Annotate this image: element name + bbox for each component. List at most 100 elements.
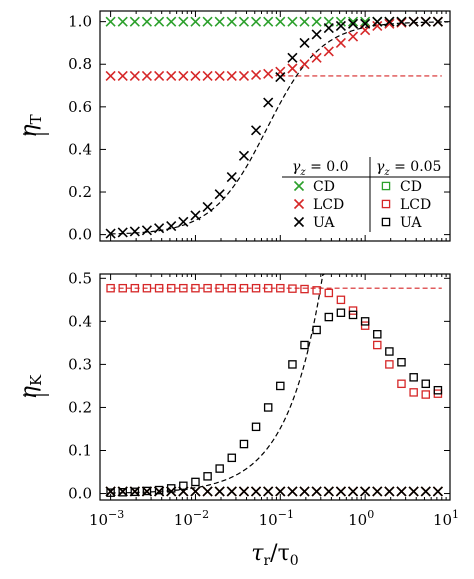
point-ua-g0 (287, 486, 298, 497)
point-ua-g0 (214, 486, 225, 497)
bottom-y-tick-label: 0.3 (68, 355, 92, 373)
point-ua-g0 (129, 226, 140, 237)
point-lcd-g005 (227, 283, 237, 293)
point-cd-g0 (166, 16, 177, 27)
point-cd-g0 (214, 16, 225, 27)
legend-marker-sq-cd (381, 181, 391, 191)
point-ua-g0 (299, 486, 310, 497)
point-ua-g0 (250, 125, 262, 136)
legend-label-cd-g005: CD (400, 179, 422, 195)
point-ua-g005 (409, 373, 418, 382)
point-ua-g005 (263, 403, 273, 412)
point-ua-g0 (311, 29, 322, 40)
point-lcd-g0 (154, 70, 165, 82)
point-ua-g0 (372, 16, 383, 27)
point-lcd-g005 (409, 388, 418, 397)
point-ua-g005 (433, 385, 443, 395)
point-lcd-g005 (348, 306, 358, 315)
point-cd-g0 (190, 16, 201, 27)
point-ua-g005 (373, 330, 382, 339)
bottom-y-tick-label: 0.5 (68, 269, 92, 287)
point-lcd-g005 (154, 283, 164, 293)
point-ua-g005 (118, 488, 127, 497)
legend-label-ua-g005: UA (400, 215, 422, 231)
point-lcd-g005 (373, 340, 382, 350)
point-ua-g005 (106, 488, 115, 497)
point-ua-g005 (203, 472, 212, 481)
point-ua-g005 (227, 453, 237, 463)
point-ua-g0 (432, 486, 443, 497)
point-lcd-g005 (130, 283, 140, 293)
legend-header-g0: γz = 0.0 (292, 159, 349, 178)
point-cd-g0 (360, 16, 371, 27)
legend-marker-x-lcd (293, 198, 305, 210)
point-ua-g0 (141, 225, 152, 236)
point-ua-g005 (300, 340, 309, 350)
point-cd-g0 (299, 16, 310, 27)
point-lcd-g0 (178, 70, 189, 82)
legend-label-ua-g0: UA (313, 215, 335, 231)
point-ua-g0 (432, 16, 443, 27)
point-ua-g0 (335, 20, 346, 31)
point-ua-g0 (117, 227, 128, 238)
point-ua-g0 (408, 16, 419, 27)
point-ua-g0 (323, 22, 334, 34)
point-lcd-g0 (372, 20, 383, 31)
top-y-tick-label: 0.2 (68, 183, 92, 201)
point-ua-g0 (214, 189, 225, 200)
bottom-y-tick-label: 0.0 (68, 485, 92, 503)
point-ua-g0 (420, 486, 431, 497)
point-lcd-g005 (276, 283, 285, 293)
point-cd-g0 (238, 16, 250, 27)
point-lcd-g0 (311, 52, 322, 63)
point-lcd-g005 (251, 283, 261, 293)
legend-label-lcd-g005: LCD (400, 197, 431, 213)
point-lcd-g005 (215, 283, 224, 293)
point-lcd-g0 (214, 70, 225, 82)
point-ua-g005 (348, 310, 358, 320)
point-ua-g005 (215, 464, 224, 473)
top-frame (99, 10, 451, 242)
point-ua-g0 (372, 486, 383, 497)
point-ua-g005 (324, 312, 334, 322)
point-ua-g0 (178, 216, 189, 227)
x-tick-label: 101 (433, 508, 459, 529)
point-cd-g0 (117, 16, 128, 27)
point-ua-g0 (408, 486, 419, 497)
point-lcd-g0 (226, 70, 237, 82)
point-lcd-g005 (166, 283, 176, 293)
point-ua-g005 (288, 360, 297, 369)
point-ua-g0 (226, 486, 237, 497)
point-ua-g005 (191, 477, 200, 487)
point-ua-g0 (190, 486, 201, 497)
point-lcd-g0 (105, 70, 116, 82)
point-lcd-g005 (336, 295, 346, 305)
point-lcd-g005 (179, 283, 188, 293)
point-ua-g005 (179, 481, 188, 491)
point-ua-g0 (347, 486, 359, 497)
point-cd-g0 (129, 16, 140, 27)
point-ua-g005 (276, 381, 285, 391)
point-ua-g0 (166, 221, 177, 232)
point-ua-g0 (384, 486, 395, 497)
point-ua-g0 (250, 486, 262, 497)
bottom-frame (99, 273, 451, 501)
point-ua-g0 (275, 71, 286, 83)
point-ua-g0 (335, 486, 346, 497)
top-y-tick-label: 1.0 (68, 13, 92, 31)
point-lcd-g005 (421, 390, 431, 399)
point-ua-g0 (263, 486, 274, 497)
point-ua-g0 (347, 18, 359, 29)
point-cd-g0 (335, 16, 346, 27)
x-tick-label: 10−2 (174, 508, 209, 529)
point-lcd-g0 (384, 18, 395, 29)
point-ua-g0 (202, 201, 213, 212)
point-ua-g0 (226, 172, 237, 183)
point-ua-g005 (397, 357, 406, 367)
x-tick-label: 10−3 (89, 508, 124, 529)
top-y-tick-label: 0.6 (68, 98, 92, 116)
point-lcd-g0 (347, 31, 359, 42)
point-lcd-g005 (385, 360, 394, 369)
point-cd-g0 (263, 16, 274, 27)
